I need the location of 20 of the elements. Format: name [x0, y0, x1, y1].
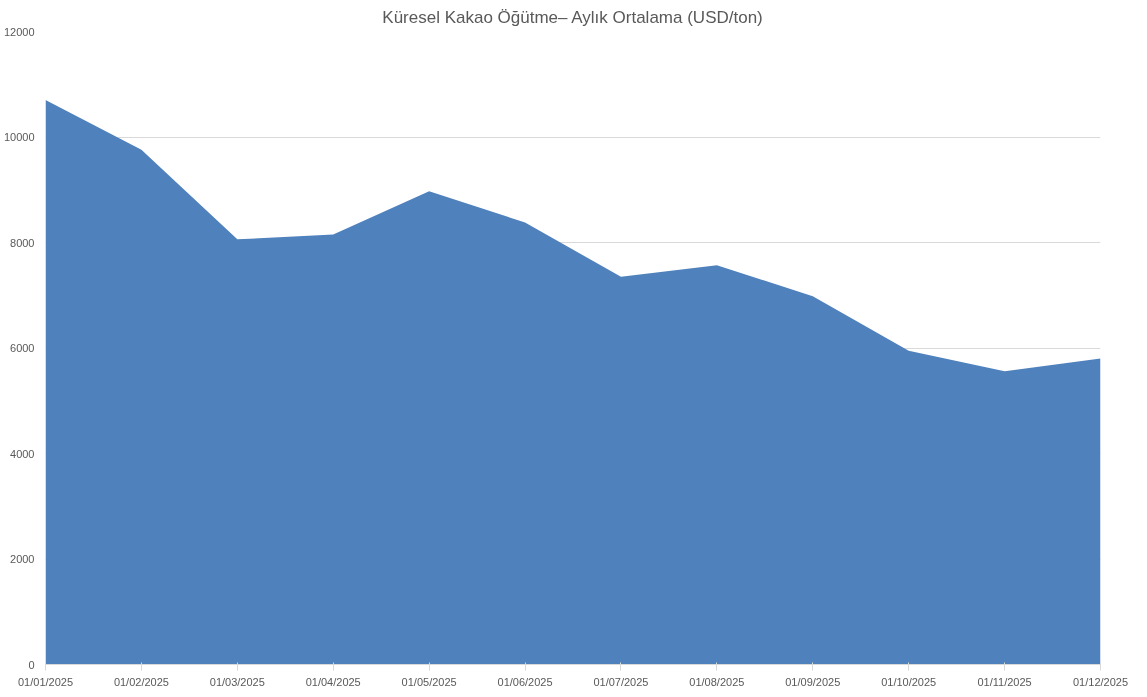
x-tick-label: 01/06/2025	[497, 675, 553, 688]
y-tick-label: 0	[28, 658, 35, 671]
y-tick-label: 4000	[10, 447, 35, 460]
x-tick-label: 01/10/2025	[881, 675, 937, 688]
y-tick-label: 2000	[10, 553, 35, 565]
y-tick-label: 8000	[10, 236, 35, 249]
x-tick-label: 01/07/2025	[593, 675, 649, 688]
y-tick-label: 10000	[3, 131, 35, 143]
x-tick-label: 01/02/2025	[113, 675, 169, 688]
x-tick-label: 01/04/2025	[305, 675, 361, 688]
x-tick-label: 01/12/2025	[1072, 675, 1129, 688]
x-tick-label: 01/09/2025	[785, 675, 841, 688]
y-tick-label: 12000	[3, 25, 35, 38]
y-tick-label: 6000	[10, 342, 35, 354]
x-tick-label: 01/03/2025	[209, 675, 265, 688]
x-tick-label: 01/05/2025	[401, 675, 457, 688]
x-tick-label: 01/08/2025	[689, 675, 745, 688]
chart-title: Küresel Kakao Öğütme– Aylık Ortalama (USD/ton)	[382, 7, 763, 27]
x-tick-label: 01/01/2025	[17, 675, 74, 688]
x-tick-label: 01/11/2025	[977, 675, 1032, 688]
